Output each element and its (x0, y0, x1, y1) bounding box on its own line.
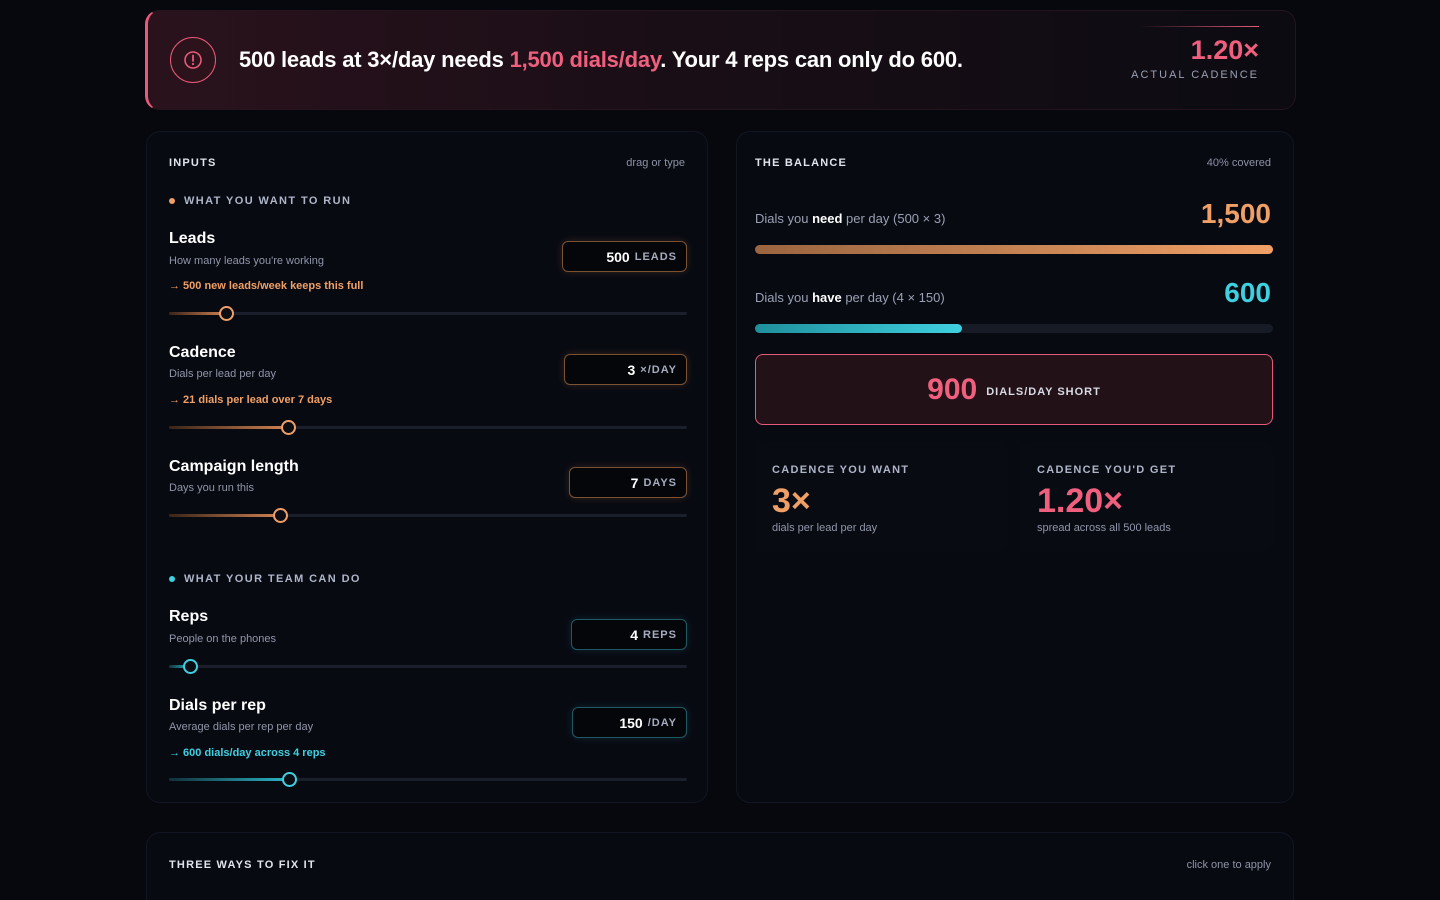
cadence-desc: Dials per lead per day (169, 368, 277, 380)
cadence-want-value: 3× (772, 482, 811, 520)
dials-note: → 600 dials/day across 4 reps (169, 747, 326, 759)
shortfall-value: 900 (927, 372, 978, 406)
dials-title: Dials per rep (169, 697, 266, 714)
slider-thumb[interactable] (273, 508, 288, 523)
have-bar-fill (755, 324, 963, 333)
cadence-want-title: CADENCE YOU WANT (772, 464, 910, 476)
reps-slider[interactable] (169, 659, 687, 674)
actual-cadence-metric: 1.20× ACTUAL CADENCE (1131, 26, 1259, 81)
slider-thumb[interactable] (219, 306, 234, 321)
leads-note: → 500 new leads/week keeps this full (169, 280, 364, 292)
section-team: WHAT YOUR TEAM CAN DO (169, 573, 361, 585)
reps-title: Reps (169, 608, 209, 625)
balance-card: THE BALANCE 40% covered Dials you need p… (736, 131, 1294, 803)
alert-message: 500 leads at 3×/day needs 1,500 dials/da… (239, 47, 963, 72)
slider-thumb[interactable] (183, 659, 198, 674)
cyan-dot-icon (169, 576, 175, 582)
inputs-card: INPUTS drag or type WHAT YOU WANT TO RUN… (146, 131, 708, 803)
slider-thumb[interactable] (282, 772, 297, 787)
shortfall-box: 900 DIALS/DAY SHORT (755, 354, 1273, 425)
cadence-want-panel: CADENCE YOU WANT 3× dials per lead per d… (755, 442, 1008, 552)
slider-fill (169, 312, 226, 315)
dials-input[interactable]: 150/DAY (572, 707, 687, 738)
slider-fill (169, 514, 280, 517)
leads-slider[interactable] (169, 306, 687, 321)
dials-need-value: 1,500 (1200, 198, 1271, 229)
campaign-title: Campaign length (169, 458, 299, 475)
campaign-slider[interactable] (169, 508, 687, 523)
dials-have-label: Dials you have per day (4 × 150) (755, 290, 945, 305)
cadence-input[interactable]: 3 ×/DAY (564, 354, 687, 385)
dials-need-label: Dials you need per day (500 × 3) (755, 211, 946, 226)
inputs-title: INPUTS (169, 157, 217, 169)
cadence-note: → 21 dials per lead over 7 days (169, 394, 333, 406)
alert-highlight: 1,500 dials/day (509, 47, 661, 72)
cadence-title: Cadence (169, 344, 236, 361)
cadence-slider[interactable] (169, 420, 687, 435)
campaign-input[interactable]: 7 DAYS (569, 467, 687, 498)
cadence-get-value: 1.20× (1037, 482, 1124, 520)
fix-title: THREE WAYS TO FIX IT (169, 859, 316, 871)
slider-fill (169, 665, 190, 668)
alert-banner: 500 leads at 3×/day needs 1,500 dials/da… (145, 10, 1296, 110)
leads-input[interactable]: 500 LEADS (562, 241, 687, 272)
alert-circle-icon (170, 37, 216, 83)
leads-desc: How many leads you're working (169, 255, 324, 267)
orange-dot-icon (169, 198, 175, 204)
have-bar (755, 324, 1273, 333)
campaign-desc: Days you run this (169, 482, 254, 494)
need-bar (755, 245, 1273, 254)
need-bar-fill (755, 245, 1273, 254)
reps-desc: People on the phones (169, 633, 277, 645)
actual-cadence-value: 1.20× (1190, 35, 1259, 65)
balance-title: THE BALANCE (755, 157, 848, 169)
slider-thumb[interactable] (281, 420, 296, 435)
cadence-want-sub: dials per lead per day (772, 522, 878, 534)
shortfall-label: DIALS/DAY SHORT (986, 385, 1101, 398)
reps-input[interactable]: 4 REPS (571, 619, 687, 650)
cadence-get-title: CADENCE YOU'D GET (1037, 464, 1177, 476)
actual-cadence-label: ACTUAL CADENCE (1131, 69, 1259, 81)
dials-slider[interactable] (169, 772, 687, 787)
slider-fill (169, 778, 289, 781)
dials-have-value: 600 (1224, 277, 1271, 308)
section-what-you-want: WHAT YOU WANT TO RUN (169, 195, 351, 207)
coverage-hint: 40% covered (1206, 157, 1271, 169)
cadence-get-sub: spread across all 500 leads (1037, 522, 1171, 534)
inputs-hint: drag or type (626, 157, 685, 169)
dials-desc: Average dials per rep per day (169, 721, 314, 733)
fix-card: THREE WAYS TO FIX IT click one to apply (146, 832, 1294, 900)
slider-fill (169, 426, 288, 429)
cadence-get-panel: CADENCE YOU'D GET 1.20× spread across al… (1020, 442, 1273, 552)
leads-title: Leads (169, 230, 216, 247)
fix-hint: click one to apply (1186, 859, 1271, 871)
